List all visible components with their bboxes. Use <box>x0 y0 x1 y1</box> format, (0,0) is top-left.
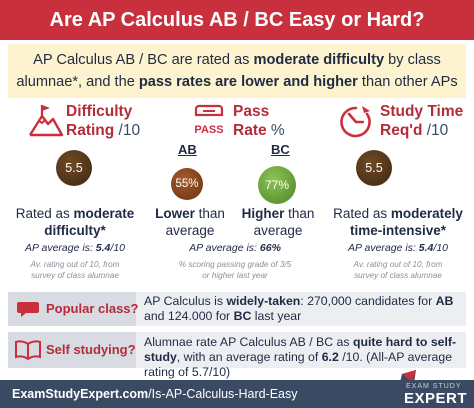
popular-text-4: last year <box>251 309 302 323</box>
study-average: AP average is: 5.4/10 <box>328 242 468 254</box>
brand-big-text: EXPERT <box>404 390 468 407</box>
intro-summary: AP Calculus AB / BC are rated as moderat… <box>8 44 466 98</box>
selfstudy-bold-1: quite hard to self-study <box>144 335 457 364</box>
study-time-label: Study Time <box>380 103 464 120</box>
bc-verdict-rest: than average <box>253 206 315 238</box>
ab-verdict-rest: than average <box>165 206 225 238</box>
study-avg-value: 5.4 <box>418 242 434 254</box>
pass-stamp-text: PASS <box>194 124 223 136</box>
difficulty-label: Difficulty <box>66 103 133 120</box>
difficulty-avg-label: AP average is: <box>24 242 96 254</box>
popular-bold-2: AB <box>435 294 454 308</box>
study-avg-label: AP average is: <box>347 242 419 254</box>
popular-text-1: AP Calculus is <box>144 294 227 308</box>
study-avg-unit: /10 <box>433 242 449 254</box>
difficulty-verdict-pre: Rated as <box>15 206 74 221</box>
pass-label: Pass <box>233 103 270 120</box>
intro-text-2: by class alumnae*, and the <box>16 52 441 90</box>
difficulty-rating-label: Rating <box>66 122 115 139</box>
footer-url-domain: ExamStudyExpert.com <box>12 387 149 401</box>
difficulty-avg-unit: /10 <box>110 242 126 254</box>
study-verdict: Rated as moderately time-intensive* <box>328 205 468 239</box>
pass-unit: % <box>266 122 285 139</box>
pass-stamp-icon: PASS <box>194 104 224 136</box>
stopwatch-icon <box>340 106 371 138</box>
difficulty-avg-value: 5.4 <box>95 242 111 254</box>
study-unit: /10 <box>422 122 449 139</box>
difficulty-note-line1: Av. rating out of 10, from <box>30 260 120 269</box>
brand-small-text: EXAM STUDY <box>406 383 462 390</box>
self-study-banner: Self studying? Alumnae rate AP Calculus … <box>8 332 466 379</box>
speech-bubble-icon <box>17 302 39 317</box>
brand-logo: EXAM STUDY EXPERT <box>392 368 474 408</box>
pass-rate-label: Rate <box>233 122 267 139</box>
popular-class-text: AP Calculus is widely-taken: 270,000 can… <box>144 294 462 324</box>
study-reqd-label: Req'd <box>380 122 423 139</box>
ab-verdict-bold: Lower <box>155 206 195 221</box>
self-study-label-box: Self studying? <box>8 332 136 368</box>
study-note: Av. rating out of 10, from survey of cla… <box>328 259 468 281</box>
popular-class-banner: Popular class? AP Calculus is widely-tak… <box>8 292 466 326</box>
popular-bold-3: BC <box>233 309 252 323</box>
pass-avg-label: AP average is: <box>189 242 260 254</box>
intro-bold-2: pass rates are lower and higher <box>138 74 358 90</box>
ab-pass-rate-circle: 55% <box>171 168 203 200</box>
pass-avg-value: 66% <box>259 242 281 254</box>
difficulty-score-circle: 5.5 <box>56 150 92 186</box>
difficulty-verdict-bold: moderate difficulty* <box>44 206 135 238</box>
popular-class-label-box: Popular class? <box>8 292 139 326</box>
selfstudy-text-1: Alumnae rate AP Calculus AB / BC as <box>144 335 353 349</box>
difficulty-note-line2: survey of class alumnae <box>31 271 119 280</box>
self-study-label: Self studying? <box>46 342 136 357</box>
pass-note-line1: % scoring passing grade of 3/5 <box>178 260 292 269</box>
difficulty-verdict: Rated as moderate difficulty* <box>10 205 140 239</box>
pass-rate-header: PASS Pass Rate % <box>191 102 301 144</box>
difficulty-unit: /10 <box>114 122 141 139</box>
study-note-line2: survey of class alumnae <box>354 271 442 280</box>
bc-verdict-bold: Higher <box>241 206 285 221</box>
open-book-icon <box>15 340 41 361</box>
page-title: Are AP Calculus AB / BC Easy or Hard? <box>0 0 474 40</box>
selfstudy-text-2: , with an average rating of <box>176 350 322 364</box>
study-verdict-bold: moderately time-intensive* <box>349 206 463 238</box>
bc-verdict: Higher than average <box>236 205 320 239</box>
difficulty-header: Difficulty Rating /10 <box>28 102 158 144</box>
self-study-text: Alumnae rate AP Calculus AB / BC as quit… <box>144 335 462 380</box>
popular-bold-1: widely-taken <box>226 294 301 308</box>
popular-text-3: and 124.000 for <box>144 309 234 323</box>
bc-pass-rate-circle: 77% <box>258 166 296 204</box>
study-time-header: Study Time Req'd /10 <box>338 102 472 144</box>
study-note-line1: Av. rating out of 10, from <box>353 260 443 269</box>
ab-heading: AB <box>178 142 197 157</box>
selfstudy-bold-2: 6.2 <box>321 350 339 364</box>
pass-note: % scoring passing grade of 3/5 or higher… <box>160 259 310 281</box>
study-verdict-pre: Rated as <box>333 206 391 221</box>
intro-bold-1: moderate difficulty <box>253 52 385 68</box>
difficulty-note: Av. rating out of 10, from survey of cla… <box>10 259 140 281</box>
footer-url[interactable]: ExamStudyExpert.com/Is-AP-Calculus-Hard-… <box>12 387 298 401</box>
brand-logo-badge-icon <box>394 370 474 408</box>
mountain-flag-icon <box>28 105 64 137</box>
footer-url-path: /Is-AP-Calculus-Hard-Easy <box>148 387 298 401</box>
intro-text-1: AP Calculus AB / BC are rated as <box>33 52 254 68</box>
study-score-circle: 5.5 <box>356 150 392 186</box>
footer-bar: ExamStudyExpert.com/Is-AP-Calculus-Hard-… <box>0 380 474 408</box>
popular-text-2: : 270,000 candidates for <box>300 294 436 308</box>
intro-text-3: than other APs <box>357 74 458 90</box>
bc-heading: BC <box>271 142 290 157</box>
pass-average: AP average is: 66% <box>160 242 310 254</box>
difficulty-average: AP average is: 5.4/10 <box>10 242 140 254</box>
selfstudy-text-3: /10. (All-AP average rating of 5.7/10) <box>144 350 453 379</box>
popular-class-label: Popular class? <box>46 301 139 316</box>
pass-note-line2: or higher last year <box>202 271 268 280</box>
ab-verdict: Lower than average <box>152 205 228 239</box>
